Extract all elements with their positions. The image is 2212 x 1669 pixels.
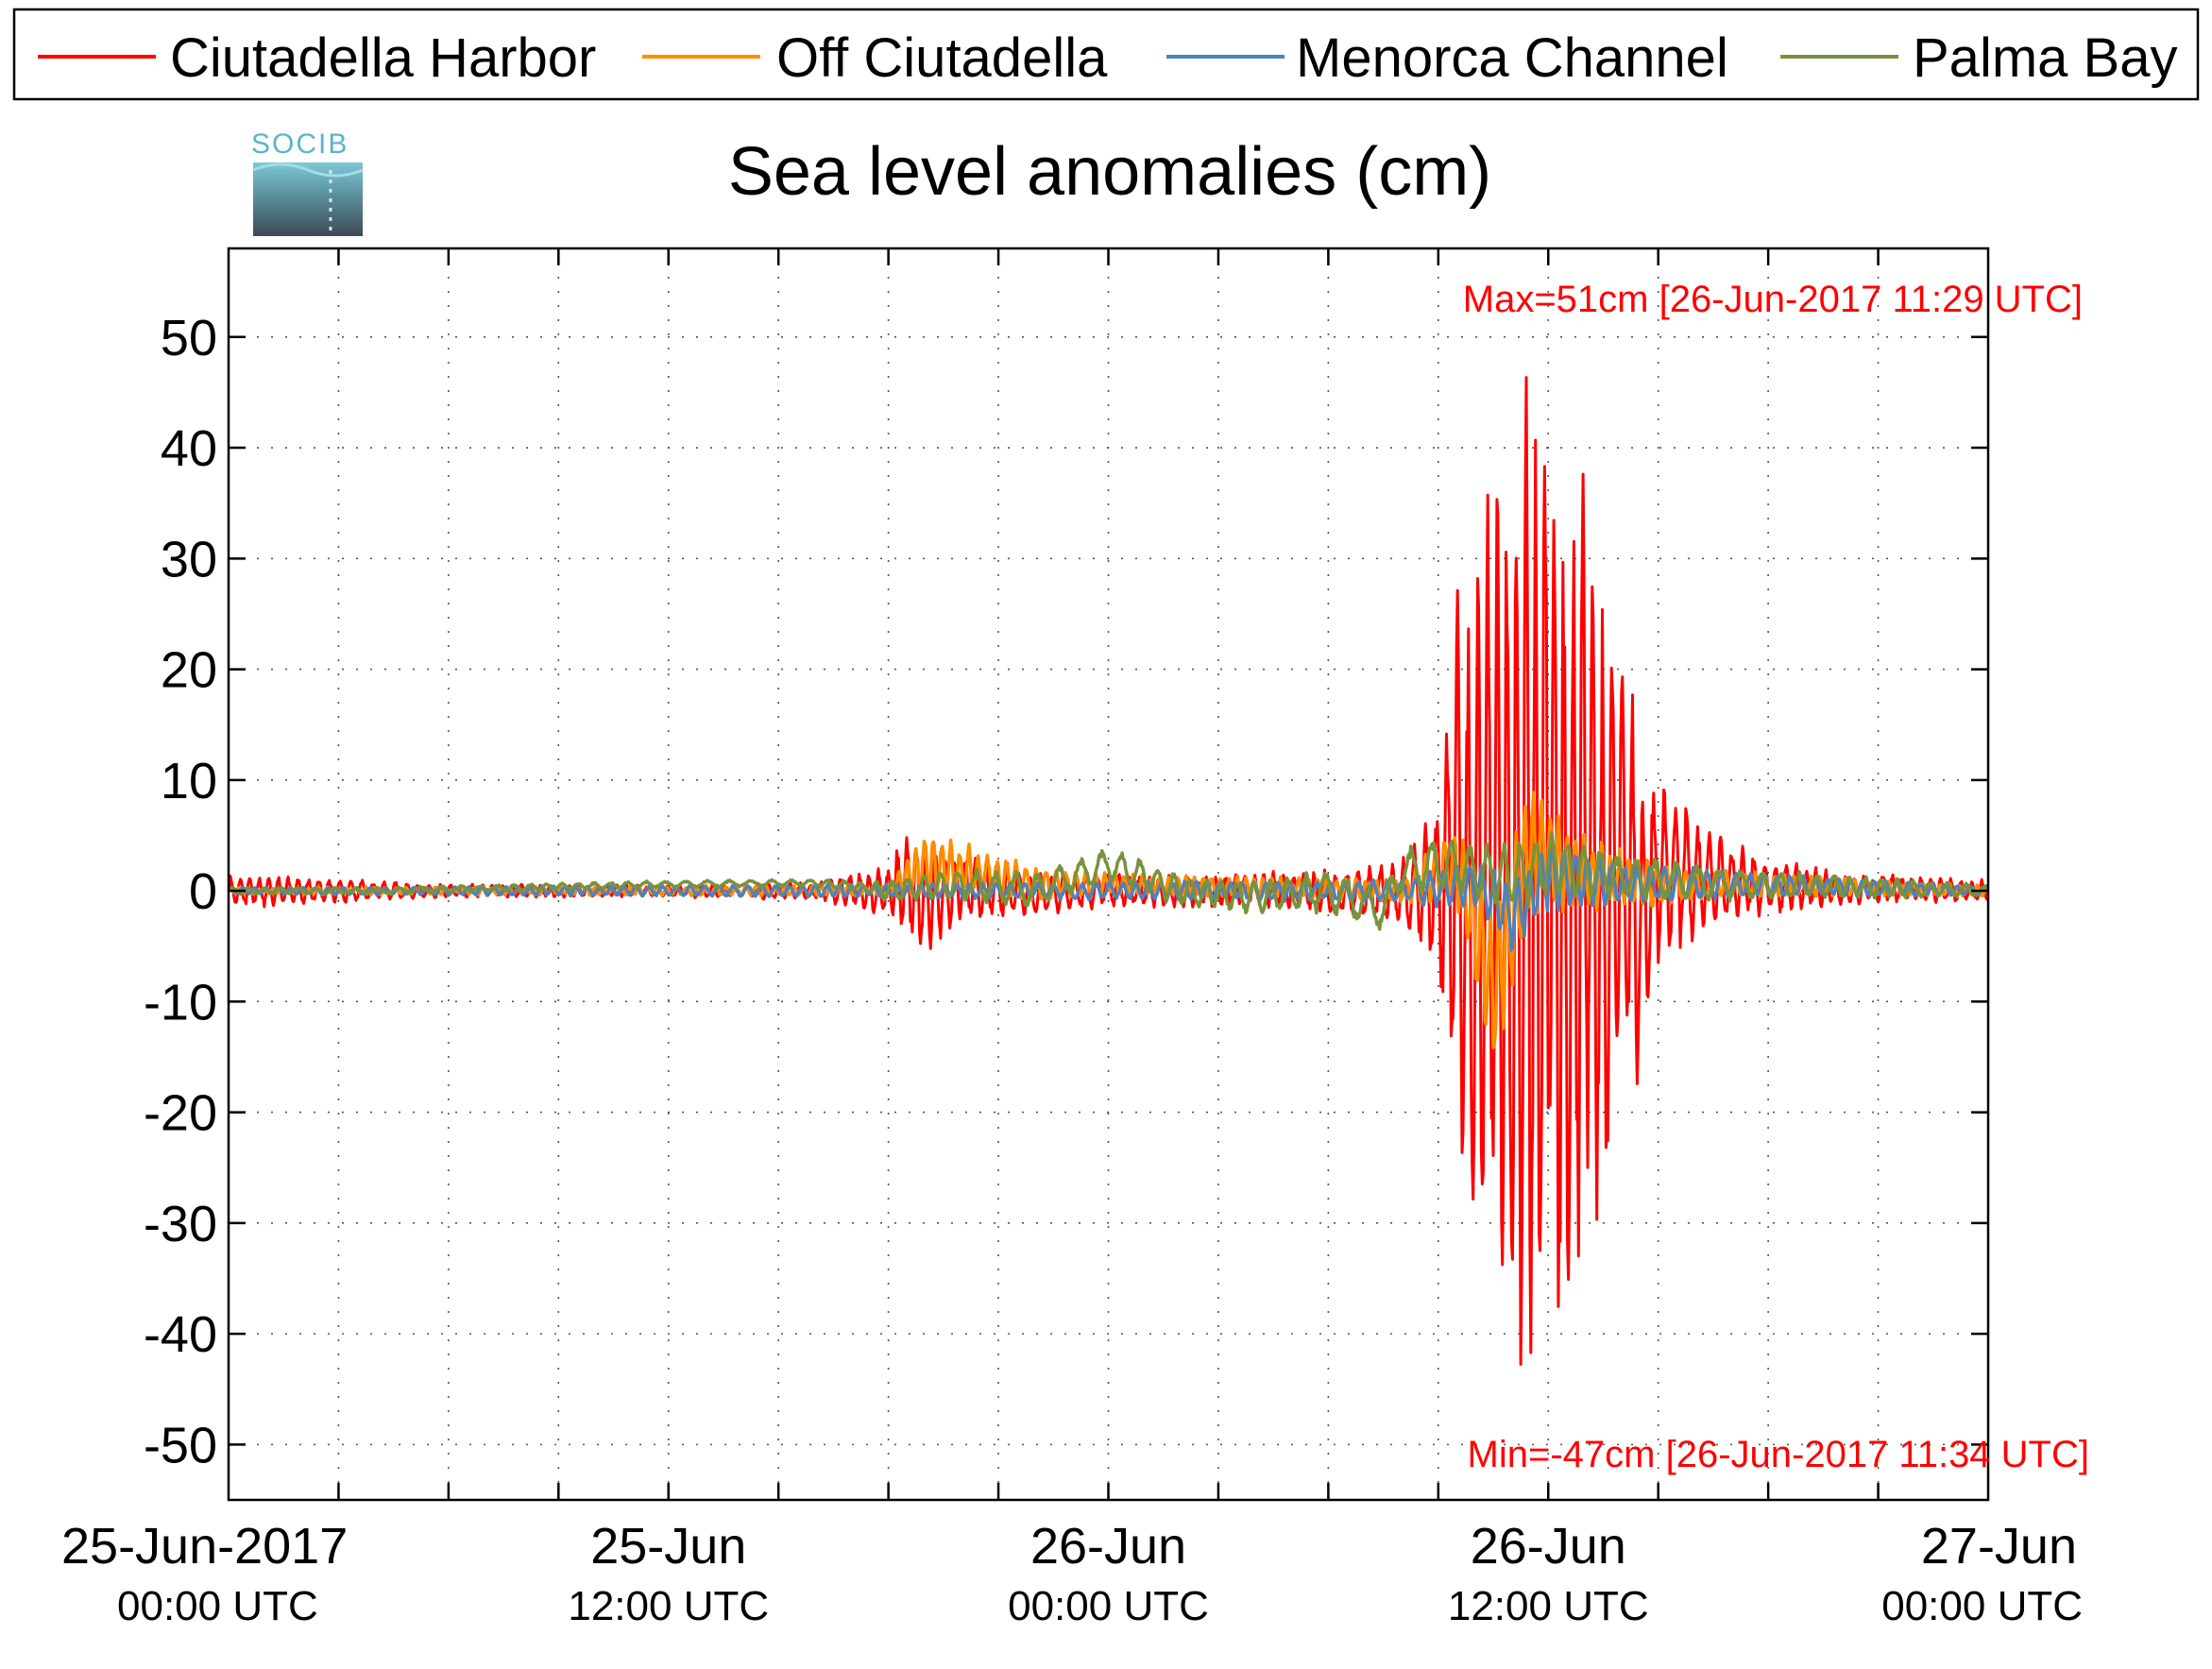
x-tick-label-time: 00:00 UTC	[1881, 1583, 2083, 1629]
socib-logo: SOCIB	[251, 128, 364, 236]
logo-wave	[252, 162, 364, 178]
y-tick-label: -20	[144, 1085, 217, 1142]
x-tick-label-date: 27-Jun	[1921, 1518, 2077, 1575]
legend-label-menorca-channel: Menorca Channel	[1296, 27, 1728, 89]
series-layer	[229, 376, 1988, 1366]
x-tick-label-date: 25-Jun-2017	[61, 1518, 348, 1575]
legend: Ciutadella Harbor Off Ciutadella Menorca…	[12, 8, 2200, 101]
y-tick-label: 30	[161, 531, 217, 588]
y-tick-label: -50	[144, 1417, 217, 1473]
x-tick-label-date: 25-Jun	[590, 1518, 746, 1575]
min-annotation: Min=-47cm [26-Jun-2017 11:34 UTC]	[1468, 1434, 2089, 1475]
axis-ticks	[229, 248, 1988, 1500]
x-tick-label-time: 00:00 UTC	[1008, 1583, 1209, 1629]
series-line-menorca-channel	[229, 845, 1988, 952]
logo-wordmark: SOCIB	[251, 128, 349, 160]
x-tick-label-date: 26-Jun	[1471, 1518, 1626, 1575]
legend-label-ciutadella-harbor: Ciutadella Harbor	[170, 27, 596, 89]
y-tick-label: 0	[189, 863, 217, 920]
legend-frame	[12, 8, 2200, 101]
y-tick-label: 20	[161, 642, 217, 699]
x-tick-label-date: 26-Jun	[1030, 1518, 1186, 1575]
max-annotation: Max=51cm [26-Jun-2017 11:29 UTC]	[1463, 279, 2083, 320]
legend-item-ciutadella-harbor: Ciutadella Harbor	[38, 27, 596, 89]
series-line-palma-bay	[229, 830, 1988, 931]
x-tick-labels: 25-Jun-2017 00:00 UTC 25-Jun 12:00 UTC 26-Ju…	[61, 1518, 2083, 1629]
legend-item-menorca-channel: Menorca Channel	[1166, 27, 1728, 89]
legend-label-palma-bay: Palma Bay	[1913, 27, 2177, 89]
x-tick-label-time: 00:00 UTC	[117, 1583, 318, 1629]
y-tick-label: -10	[144, 974, 217, 1030]
plot-area: 50 40 30 20 10 0 -10 -20 -30 -40 -50 25-Jun-2017 00…	[61, 247, 2089, 1629]
y-tick-label: 40	[161, 420, 217, 477]
x-tick-label-time: 12:00 UTC	[1448, 1583, 1649, 1629]
x-tick-label-time: 12:00 UTC	[568, 1583, 769, 1629]
legend-item-off-ciutadella: Off Ciutadella	[642, 27, 1108, 89]
chart-title: Sea level anomalies (cm)	[728, 134, 1491, 210]
y-tick-label: -30	[144, 1196, 217, 1252]
y-tick-labels: 50 40 30 20 10 0 -10 -20 -30 -40 -50	[144, 310, 217, 1474]
legend-item-palma-bay: Palma Bay	[1780, 27, 2177, 89]
y-tick-label: -40	[144, 1306, 217, 1363]
y-tick-label: 50	[161, 310, 217, 366]
y-tick-label: 10	[161, 753, 217, 809]
legend-label-off-ciutadella: Off Ciutadella	[776, 27, 1108, 89]
